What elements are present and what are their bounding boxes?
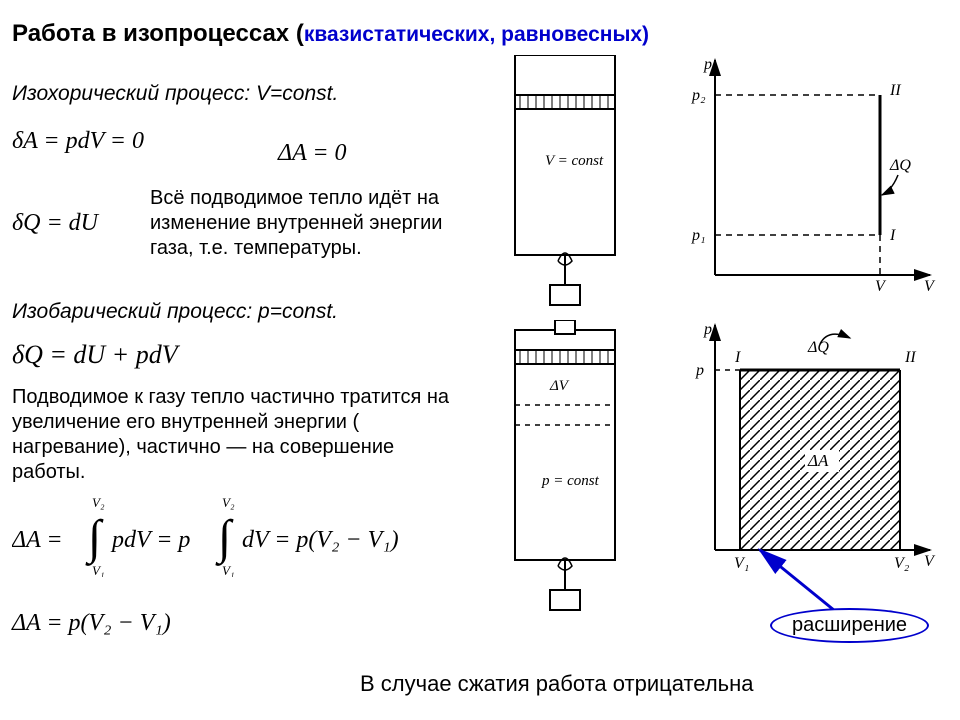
title-main: Работа в изопроцессах ( (12, 20, 304, 47)
eq-dQ-dU-pdV: δQ = dU + pdV (12, 340, 178, 370)
isobaric-text: Подводимое к газу тепло частично тратитс… (12, 385, 462, 485)
eq-dQ-dU: δQ = dU (12, 210, 98, 237)
svg-text:p = const: p = const (541, 473, 600, 489)
expansion-callout: расширение (770, 608, 929, 643)
svg-text:ΔA: ΔA (807, 451, 829, 470)
svg-text:V₁: V₁ (92, 563, 104, 577)
isobaric-heading: Изобарический процесс: p=const. (12, 300, 338, 324)
svg-text:II: II (904, 349, 916, 366)
svg-text:V₂: V₂ (92, 495, 105, 510)
svg-text:pdV = p: pdV = p (110, 527, 190, 553)
svg-text:V₁: V₁ (222, 563, 234, 577)
isochoric-text: Всё подводимое тепло идёт на изменение в… (150, 186, 470, 261)
cylinder-isochoric: V = const (490, 55, 640, 315)
cylinder-isobaric: ΔV p = const (490, 320, 640, 620)
bottom-note: В случае сжатия работа отрицательна (360, 670, 754, 698)
svg-text:∫: ∫ (215, 511, 234, 566)
isochoric-heading: Изохорический процесс: V=const. (12, 82, 338, 106)
svg-text:ΔQ: ΔQ (807, 339, 829, 356)
eq-DeltaA-zero: ΔA = 0 (278, 140, 347, 167)
svg-text:V: V (924, 553, 936, 570)
graph-isochoric: p V p₁ p₂ I II V ΔQ (680, 55, 940, 300)
integral-svg: ΔA = V₂ ∫ V₁ pdV = p V₂ ∫ V₁ dV = p(V₂ −… (12, 495, 452, 577)
eq-dA-pdv: δA = pdV = 0 (12, 128, 144, 155)
svg-text:p: p (703, 56, 712, 73)
svg-text:ΔA =: ΔA = (12, 527, 63, 553)
svg-text:V: V (875, 278, 887, 295)
eq-DeltaA-final: ΔA = p(V₂ − V₁) (12, 610, 171, 637)
svg-text:p₁: p₁ (691, 227, 706, 244)
svg-text:II: II (889, 82, 901, 99)
svg-text:I: I (734, 349, 741, 366)
svg-text:ΔQ: ΔQ (889, 157, 911, 174)
eq-integral: ΔA = V₂ ∫ V₁ pdV = p V₂ ∫ V₁ dV = p(V₂ −… (12, 495, 452, 584)
svg-text:V: V (924, 278, 936, 295)
svg-text:ΔV: ΔV (549, 378, 570, 394)
svg-text:p: p (703, 321, 712, 338)
page-title: Работа в изопроцессах (квазистатических,… (12, 20, 649, 48)
svg-text:p₂: p₂ (691, 87, 706, 104)
title-sub: квазистатических, равновесных) (304, 23, 649, 46)
svg-text:V₂: V₂ (222, 495, 235, 510)
svg-text:dV = p(V₂ − V₁): dV = p(V₂ − V₁) (242, 527, 399, 553)
svg-text:p: p (695, 362, 704, 379)
cyl1-label: V = const (545, 153, 604, 169)
svg-text:I: I (889, 227, 896, 244)
svg-text:∫: ∫ (85, 511, 104, 566)
svg-text:V₂: V₂ (894, 555, 910, 572)
